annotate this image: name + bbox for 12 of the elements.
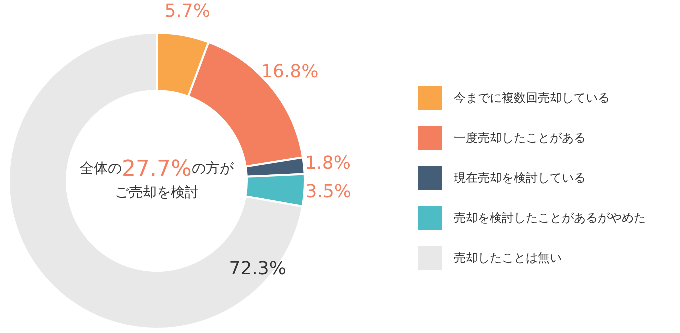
data-label: 3.5% <box>306 182 352 203</box>
legend-label: 売却したことは無い <box>454 251 562 265</box>
legend-label: 今までに複数回売却している <box>454 91 610 105</box>
data-label: 1.8% <box>305 152 351 174</box>
text: ご売却を検討 <box>115 185 199 201</box>
legend-label: 一度売却したことがある <box>454 131 586 145</box>
legend-label: 売却を検討したことがあるがやめた <box>454 211 646 225</box>
data-label: 72.3% <box>229 258 286 280</box>
data-label: 5.7% <box>164 1 210 22</box>
legend-label: 現在売却を検討している <box>454 171 586 185</box>
data-label: 16.8% <box>262 62 319 83</box>
text: 全体の27.7%の方が <box>80 156 235 182</box>
